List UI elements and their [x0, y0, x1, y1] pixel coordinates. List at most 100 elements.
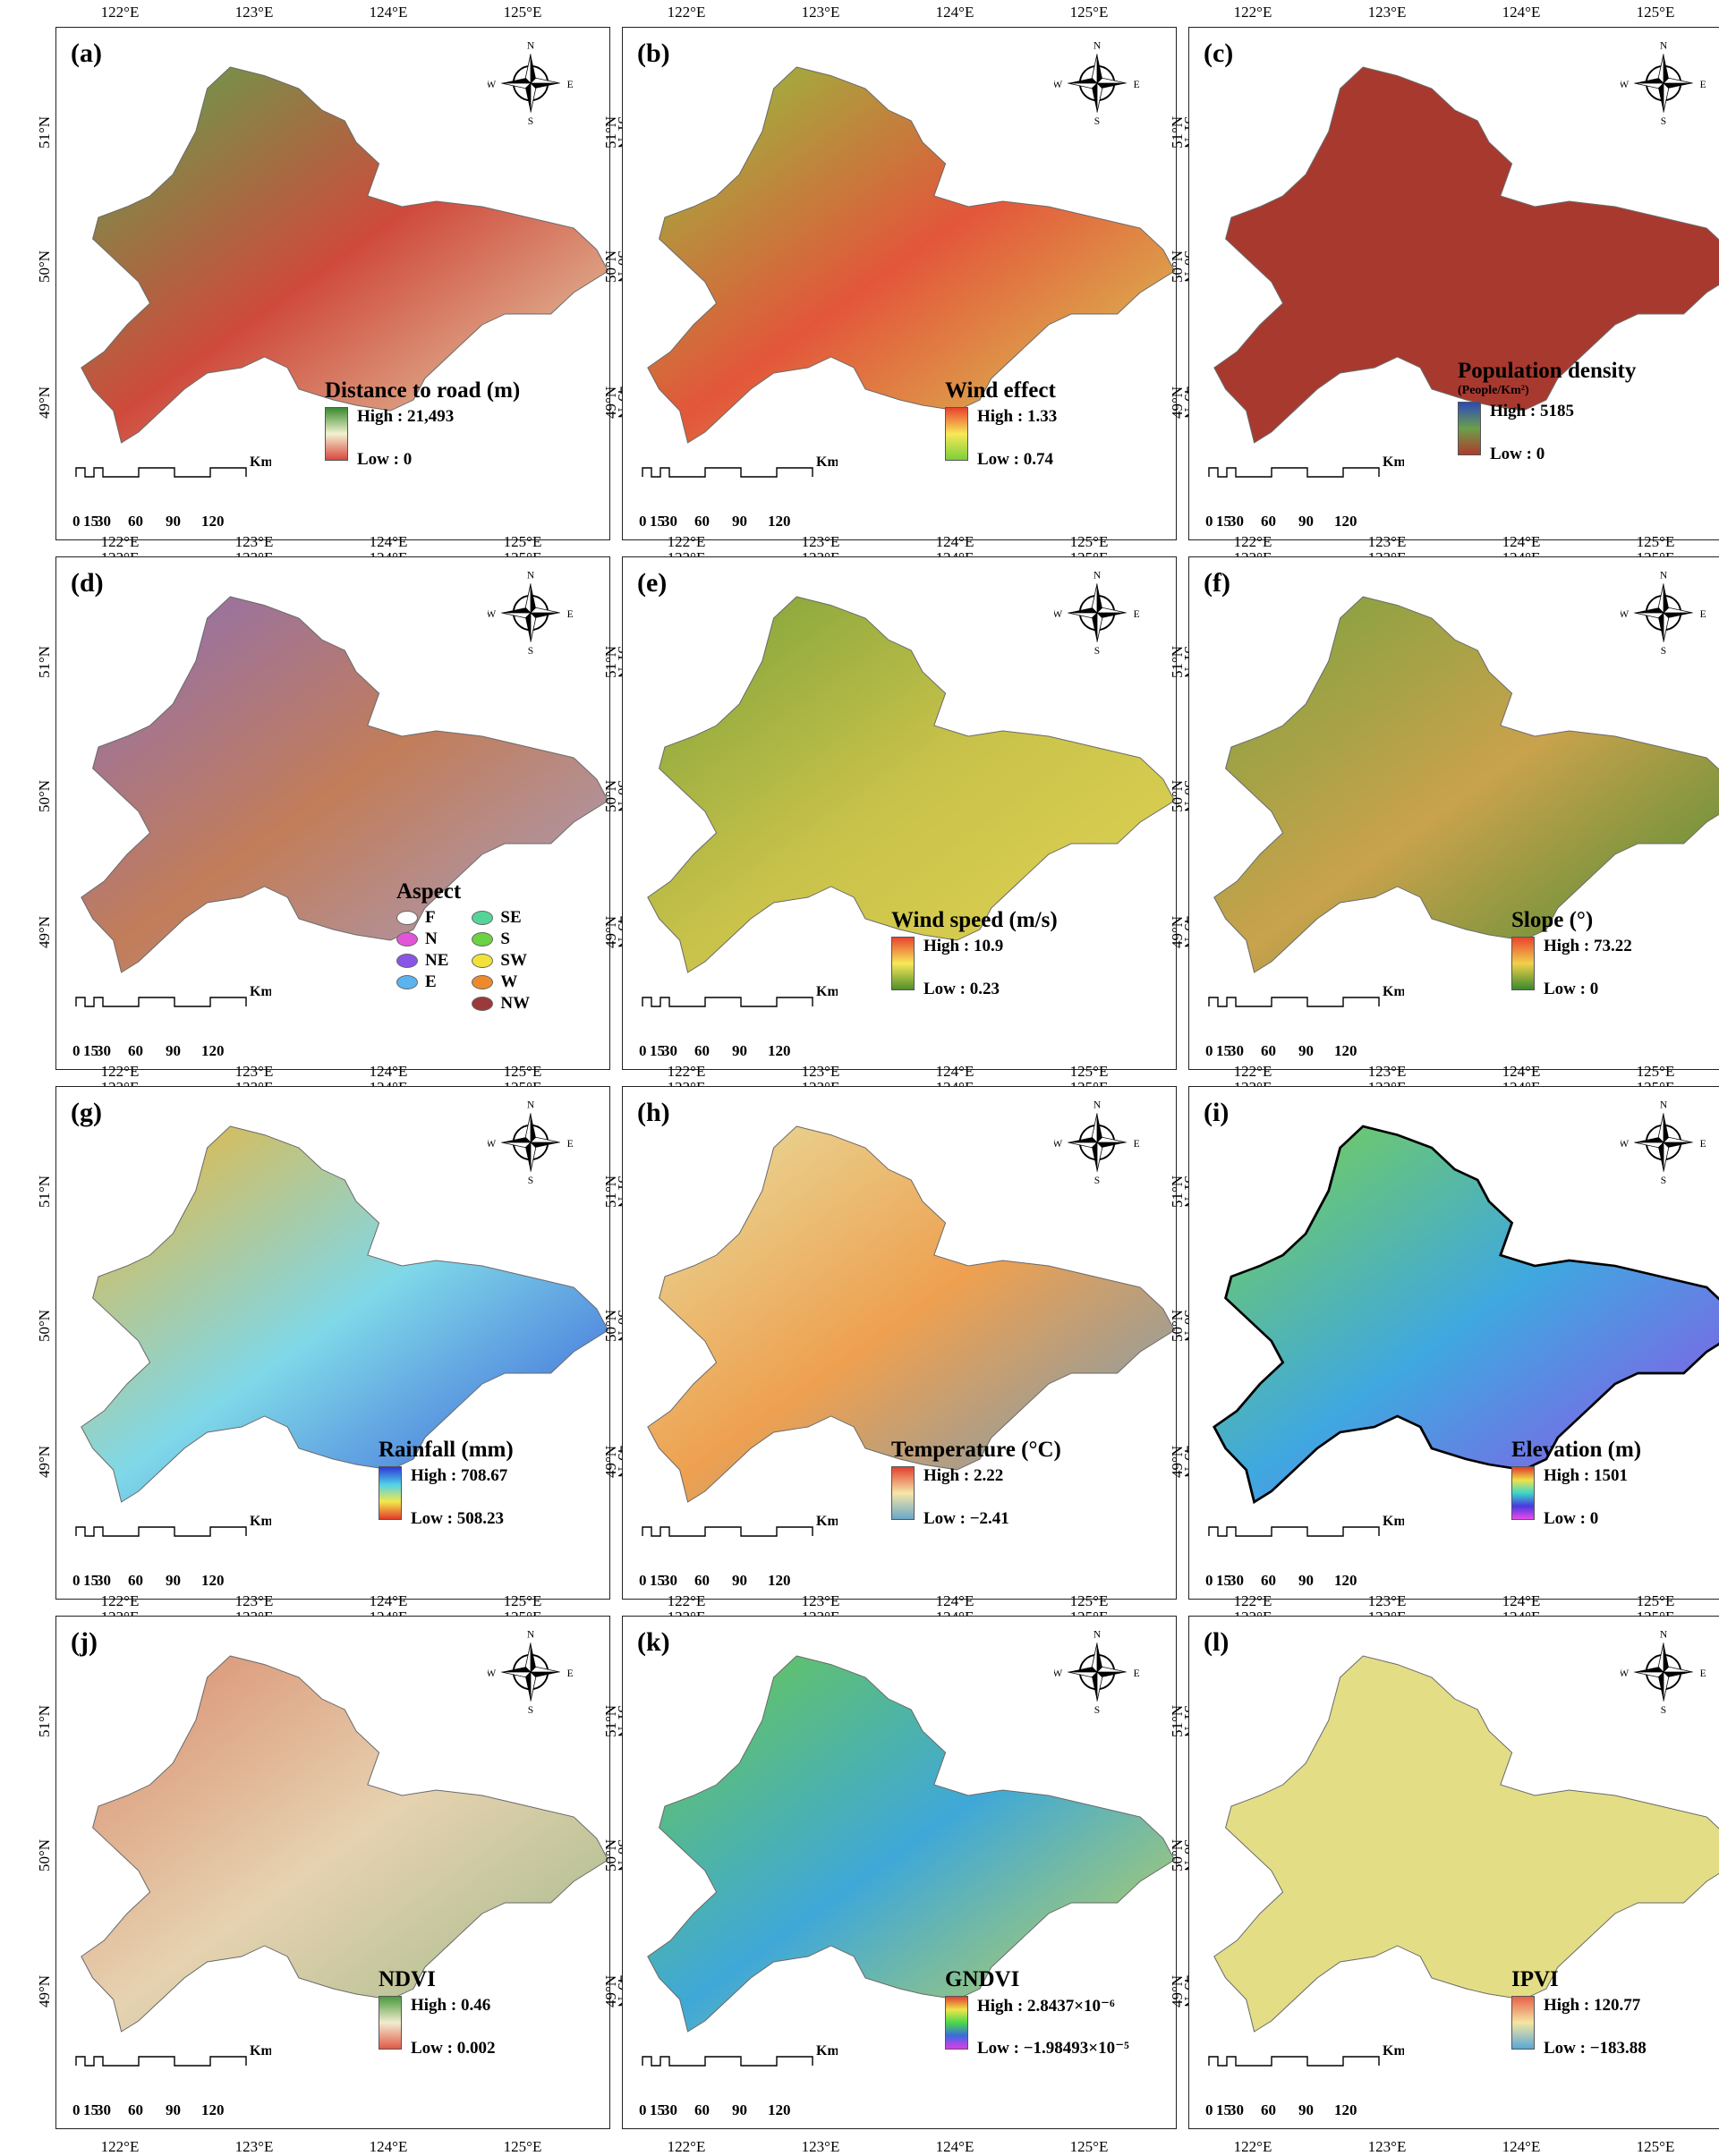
longitude-tick-label: 125°E — [1069, 1592, 1109, 1609]
scale-tick-label: 90 — [166, 1042, 181, 1059]
compass-e-label: E — [1700, 80, 1706, 90]
legend-title: Elevation (m) — [1511, 1438, 1642, 1462]
scale-tick-label: 90 — [166, 1572, 181, 1589]
latitude-tick-label: 50°N — [36, 779, 54, 813]
latitude-tick-label: 51°N — [602, 115, 620, 149]
latitude-tick-label: 50°N — [36, 250, 54, 284]
longitude-tick-label: 124°E — [369, 2138, 408, 2155]
longitude-tick-label: 122°E — [667, 533, 706, 550]
compass-e-label: E — [1700, 1139, 1706, 1150]
scale-tick-label: 120 — [1334, 2101, 1357, 2118]
latitude-tick-label: 51°N — [1169, 1704, 1187, 1738]
scale-tick-label: 30 — [1229, 1572, 1244, 1589]
longitude-tick-label: 125°E — [503, 2138, 542, 2155]
latitude-tick-label: 50°N — [1169, 1838, 1187, 1872]
legend-low-value: Low : 508.23 — [411, 1509, 504, 1528]
scale-tick-label: 60 — [694, 2101, 710, 2118]
legend: NDVI High : 0.46 Low : 0.002 — [379, 1967, 495, 2058]
legend-high-value: High : 5185 — [1490, 402, 1574, 420]
panel-label: (h) — [637, 1098, 670, 1127]
legend-high-value: High : 1501 — [1544, 1466, 1628, 1485]
longitude-tick-label: 124°E — [935, 1592, 974, 1609]
scale-tick-label: 15 — [650, 1572, 665, 1589]
compass-n-label: N — [527, 1630, 535, 1641]
compass-w-label: W — [1054, 1139, 1062, 1150]
panel-label: (i) — [1204, 1098, 1230, 1127]
legend-title: Temperature (°C) — [891, 1438, 1061, 1462]
north-arrow-icon: N S E W — [1621, 1630, 1706, 1715]
longitude-tick-label: 122°E — [1233, 1063, 1272, 1080]
region-map — [81, 66, 609, 444]
longitude-tick-label: 125°E — [1636, 1592, 1675, 1609]
scale-bar: Km — [1208, 2043, 1404, 2067]
longitude-tick-label: 125°E — [1069, 4, 1109, 21]
latitude-tick-label: 50°N — [1169, 250, 1187, 284]
scale-tick-label: 90 — [732, 1042, 747, 1059]
aspect-swatch — [472, 954, 494, 968]
scale-tick-label: 0 — [72, 2101, 81, 2118]
scale-tick-label: 90 — [1298, 513, 1314, 530]
scale-tick-label: 0 — [72, 1572, 81, 1589]
legend-low-value: Low : 0 — [357, 450, 413, 469]
longitude-tick-label: 122°E — [100, 2138, 140, 2155]
legend-title: GNDVI — [945, 1967, 1020, 1991]
study-area-polygon — [81, 1655, 609, 2033]
scale-bar: Km — [642, 454, 838, 478]
scale-tick-label: 15 — [83, 513, 98, 530]
compass-e-label: E — [1134, 1139, 1140, 1150]
scale-tick-label: 30 — [1229, 513, 1244, 530]
compass-e-label: E — [567, 1139, 574, 1150]
latitude-tick-label: 49°N — [602, 1445, 620, 1479]
aspect-label: F — [425, 908, 436, 927]
latitude-tick-label: 51°N — [36, 115, 54, 149]
compass-w-label: W — [1621, 1668, 1629, 1679]
north-arrow-icon: N S E W — [488, 41, 574, 126]
scale-unit: Km — [250, 454, 271, 470]
longitude-tick-label: 122°E — [1233, 533, 1272, 550]
panel-label: (b) — [637, 38, 670, 68]
study-area-polygon — [81, 66, 609, 444]
legend-high-value: High : 21,493 — [357, 407, 455, 426]
longitude-tick-label: 122°E — [1233, 1592, 1272, 1609]
scale-tick-label: 0 — [1205, 1572, 1213, 1589]
longitude-tick-label: 123°E — [1367, 1592, 1407, 1609]
legend-high-value: High : 73.22 — [1544, 937, 1632, 955]
scale-unit: Km — [816, 2043, 838, 2058]
scale-tick-label: 30 — [1229, 2101, 1244, 2118]
legend-high-value: High : 120.77 — [1544, 1996, 1641, 2015]
compass-e-label: E — [1700, 1668, 1706, 1679]
scale-tick-label: 15 — [650, 2101, 665, 2118]
latitude-tick-label: 51°N — [36, 1704, 54, 1738]
region-map — [647, 66, 1176, 444]
scale-unit: Km — [1383, 454, 1404, 470]
aspect-swatch — [472, 911, 494, 925]
longitude-tick-label: 125°E — [1069, 1063, 1109, 1080]
latitude-tick-label: 49°N — [1169, 1974, 1187, 2008]
color-ramp — [1511, 1466, 1535, 1520]
scale-tick-label: 90 — [166, 513, 181, 530]
scale-tick-label: 90 — [1298, 1042, 1314, 1059]
north-arrow-icon: N S E W — [1621, 571, 1706, 656]
scale-unit: Km — [250, 984, 271, 999]
scale-unit: Km — [816, 984, 838, 999]
longitude-tick-label: 125°E — [1069, 2138, 1109, 2155]
legend-low-value: Low : 0.74 — [977, 450, 1053, 469]
longitude-tick-label: 122°E — [667, 2138, 706, 2155]
map-frame: (d)NSEWKm015306090120AspectFSENSNESWEWNW — [55, 556, 610, 1070]
compass-s-label: S — [1661, 1705, 1666, 1715]
legend-low-value: Low : 0.23 — [923, 980, 1000, 998]
color-ramp — [1511, 937, 1535, 990]
aspect-label: SW — [500, 951, 527, 970]
longitude-tick-label: 123°E — [801, 1063, 840, 1080]
longitude-tick-label: 123°E — [234, 533, 274, 550]
scale-tick-label: 15 — [1216, 2101, 1231, 2118]
compass-w-label: W — [488, 80, 496, 90]
